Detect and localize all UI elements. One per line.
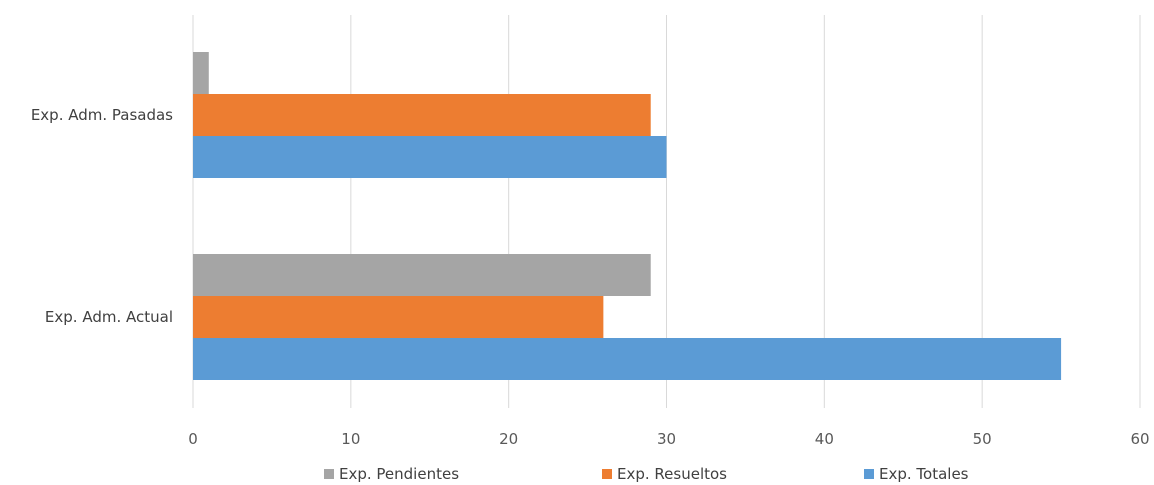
x-tick-label-60: 60 <box>1130 430 1149 448</box>
gridlines <box>192 15 1141 408</box>
x-tick-label-50: 50 <box>973 430 992 448</box>
legend-swatch-3 <box>864 469 874 479</box>
legend: Exp. Pendientes Exp. Resueltos Exp. Totale… <box>324 465 969 483</box>
bars <box>193 52 1062 380</box>
category-labels: Exp. Adm. Pasadas Exp. Adm. Actual <box>31 106 173 326</box>
legend-swatch-1 <box>324 469 334 479</box>
x-axis-ticks: 0 10 20 30 40 50 60 <box>188 430 1149 448</box>
category-label-2: Exp. Adm. Actual <box>45 308 173 326</box>
bar-3-category-2 <box>193 338 1062 380</box>
legend-label-3: Exp. Totales <box>879 465 969 483</box>
legend-label-1: Exp. Pendientes <box>339 465 459 483</box>
bar-2-category-1 <box>193 94 651 136</box>
legend-swatch-2 <box>602 469 612 479</box>
x-tick-label-20: 20 <box>499 430 518 448</box>
bar-1-category-1 <box>193 52 209 94</box>
category-label-1: Exp. Adm. Pasadas <box>31 106 173 124</box>
bar-3-category-1 <box>193 136 667 178</box>
legend-label-2: Exp. Resueltos <box>617 465 727 483</box>
bar-1-category-2 <box>193 254 651 296</box>
bar-2-category-2 <box>193 296 604 338</box>
x-tick-label-10: 10 <box>341 430 360 448</box>
x-tick-label-30: 30 <box>657 430 676 448</box>
x-tick-label-40: 40 <box>815 430 834 448</box>
x-tick-label-0: 0 <box>188 430 198 448</box>
